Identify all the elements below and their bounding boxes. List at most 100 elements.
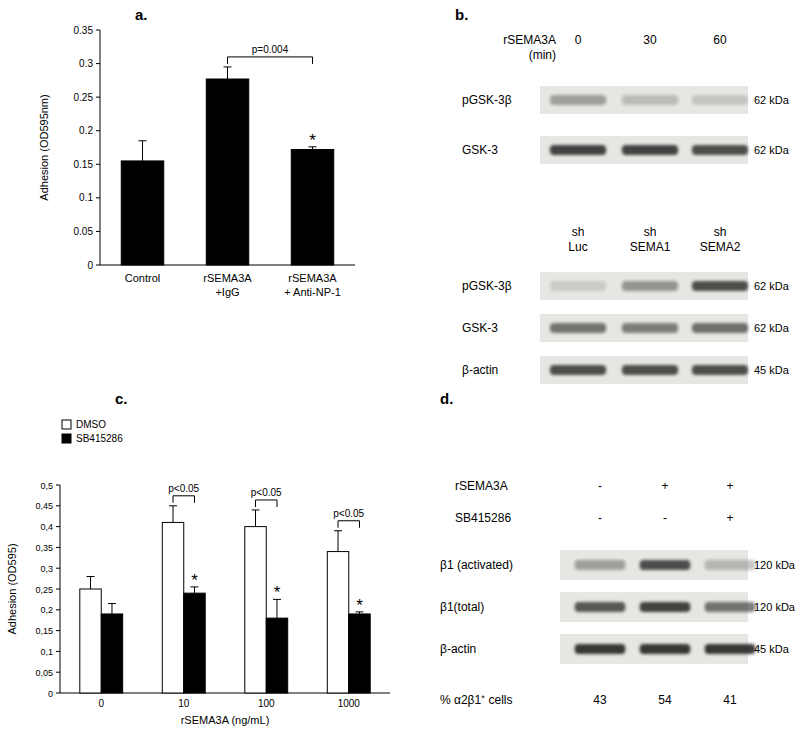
lane-header: - xyxy=(598,479,602,493)
footer-value: 54 xyxy=(658,693,672,707)
significance-bracket xyxy=(338,521,359,528)
significance-bracket xyxy=(256,500,277,507)
y-tick xyxy=(96,265,100,266)
blot-membrane xyxy=(540,136,748,164)
blot-membrane xyxy=(540,314,748,342)
figure: a.00.050.10.150.20.250.30.35Adhesion (OD… xyxy=(0,0,800,729)
size-label: 120 kDa xyxy=(754,559,796,571)
y-tick xyxy=(56,568,60,569)
row-label: GSK-3 xyxy=(462,143,498,157)
y-tick xyxy=(96,97,100,98)
bar xyxy=(206,79,249,265)
y-tick-label: 0 xyxy=(87,260,93,271)
x-tick-label: 1000 xyxy=(338,698,361,709)
lane-header: 30 xyxy=(643,33,657,47)
row-label: β1 (activated) xyxy=(440,558,513,572)
band xyxy=(692,281,748,291)
band xyxy=(705,560,756,570)
text-line: + Anti-NP-1 xyxy=(284,286,341,298)
bar xyxy=(349,614,370,693)
y-tick-label: 0,3 xyxy=(40,564,53,574)
y-tick xyxy=(96,164,100,165)
blot-membrane xyxy=(540,356,748,384)
y-tick xyxy=(56,505,60,506)
y-tick-label: 0,25 xyxy=(35,585,53,595)
footer-value: 43 xyxy=(593,693,607,707)
y-tick-label: 0.35 xyxy=(74,25,94,36)
legend-swatch xyxy=(62,420,71,429)
band xyxy=(640,560,691,570)
bar xyxy=(121,161,164,265)
band xyxy=(692,95,748,105)
y-tick-label: 0,05 xyxy=(35,668,53,678)
y-tick xyxy=(96,197,100,198)
text-line: sh xyxy=(572,225,585,239)
text-line: rSEMA3A xyxy=(503,33,556,47)
row-label: β-actin xyxy=(462,363,498,377)
blot-membrane xyxy=(540,86,748,114)
y-tick xyxy=(96,30,100,31)
band xyxy=(575,560,626,570)
error-bar xyxy=(252,510,260,527)
lane-header-label: SB415286 xyxy=(455,511,511,525)
y-tick xyxy=(56,589,60,590)
row-label: GSK-3 xyxy=(462,321,498,335)
bar xyxy=(184,593,205,693)
bar xyxy=(266,618,287,693)
band xyxy=(575,644,626,654)
y-tick xyxy=(56,547,60,548)
band xyxy=(575,602,626,612)
error-bar xyxy=(224,67,232,79)
y-tick-label: 0.15 xyxy=(74,159,94,170)
y-tick xyxy=(56,651,60,652)
lane-header-label: rSEMA3A(min) xyxy=(503,33,556,62)
band xyxy=(550,145,606,155)
band xyxy=(550,365,606,375)
y-tick xyxy=(96,130,100,131)
row-label: β-actin xyxy=(440,642,476,656)
error-bar xyxy=(334,531,342,552)
y-tick-label: 0,1 xyxy=(40,647,53,657)
y-axis-title: Adhesion (OD595nm) xyxy=(38,94,50,200)
bar xyxy=(80,589,101,693)
size-label: 45 kDa xyxy=(754,643,790,655)
x-tick-label: 100 xyxy=(258,698,275,709)
annotation: p=0.004 xyxy=(252,44,289,55)
y-tick xyxy=(56,693,60,694)
text-line: rSEMA3A xyxy=(203,272,252,284)
y-tick-label: 0,5 xyxy=(40,481,53,491)
size-label: 62 kDa xyxy=(754,144,790,156)
bar xyxy=(245,527,266,693)
y-tick-label: 0.25 xyxy=(74,92,94,103)
band xyxy=(550,281,606,291)
band xyxy=(692,365,748,375)
band xyxy=(622,323,678,333)
y-tick-label: 0.05 xyxy=(74,226,94,237)
text-line: sh xyxy=(644,225,657,239)
x-tick-label: rSEMA3A+IgG xyxy=(203,272,252,298)
x-axis-title: rSEMA3A (ng/mL) xyxy=(181,714,270,726)
lane-header: + xyxy=(726,511,733,525)
band xyxy=(622,95,678,105)
text-line: Luc xyxy=(568,240,587,254)
error-bar xyxy=(139,141,147,161)
band xyxy=(705,602,756,612)
band xyxy=(692,145,748,155)
text-line: rSEMA3A xyxy=(288,272,337,284)
annotation: p<0.05 xyxy=(251,487,282,498)
asterisk: * xyxy=(356,596,363,615)
error-bar xyxy=(169,506,177,523)
size-label: 62 kDa xyxy=(754,280,790,292)
y-tick-label: 0,15 xyxy=(35,626,53,636)
y-tick-label: 0 xyxy=(48,689,53,699)
bar xyxy=(327,552,348,693)
error-bar xyxy=(108,604,116,614)
lane-header: 60 xyxy=(713,33,727,47)
legend-label: DMSO xyxy=(76,419,106,430)
y-tick xyxy=(96,63,100,64)
row-label: β1(total) xyxy=(440,600,484,614)
lane-header: shSEMA1 xyxy=(630,225,671,254)
panel-label: c. xyxy=(115,390,128,407)
y-tick xyxy=(56,526,60,527)
band xyxy=(622,365,678,375)
